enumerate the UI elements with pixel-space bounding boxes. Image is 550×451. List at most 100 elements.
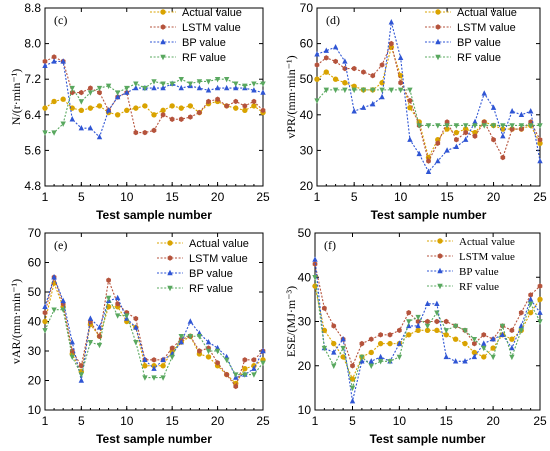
data-point-bp	[481, 340, 487, 346]
data-point-lstm	[106, 277, 111, 283]
x-tick-label: 20	[486, 414, 500, 428]
x-tick-label: 10	[393, 414, 407, 428]
data-point-lstm	[444, 119, 450, 125]
y-tick-label: 60	[28, 256, 42, 270]
y-tick-label: 50	[298, 226, 312, 240]
data-point-lstm	[251, 357, 257, 363]
data-point-lstm	[454, 137, 459, 143]
data-point-bp	[223, 84, 230, 91]
data-point-actual	[351, 83, 357, 90]
data-point-bp	[323, 47, 329, 53]
data-point-rf	[397, 87, 404, 94]
legend-marker-rf	[437, 283, 443, 290]
data-point-rf	[527, 301, 534, 307]
data-point-actual	[160, 107, 166, 114]
data-point-rf	[490, 354, 496, 361]
x-axis-label: Test sample number	[96, 432, 212, 446]
data-point-bp	[349, 397, 356, 404]
data-point-lstm	[426, 158, 431, 164]
data-point-rf	[69, 85, 75, 92]
data-point-rf	[388, 87, 395, 94]
data-point-rf	[233, 81, 239, 87]
data-point-rf	[424, 323, 431, 330]
data-point-lstm	[206, 98, 211, 105]
data-point-lstm	[509, 126, 515, 132]
legend-label-bp: BP value	[182, 37, 226, 49]
data-point-lstm	[509, 327, 515, 334]
data-point-lstm	[389, 40, 394, 47]
data-point-actual	[124, 107, 130, 114]
panel-tag: (f)	[324, 238, 336, 252]
data-point-rf	[434, 310, 440, 316]
x-tick-label: 25	[533, 190, 547, 204]
data-point-actual	[178, 105, 184, 111]
data-point-lstm	[88, 85, 93, 91]
legend-label-rf: RF value	[182, 52, 226, 64]
data-point-lstm	[519, 126, 524, 132]
legend-label-lstm: LSTM value	[457, 22, 516, 34]
data-point-lstm	[518, 309, 524, 316]
legend-label-lstm: LSTM value	[459, 251, 515, 263]
y-tick-label: 50	[28, 285, 42, 299]
data-point-actual	[500, 126, 506, 132]
data-point-actual	[69, 105, 75, 111]
x-tick-label: 15	[165, 414, 179, 428]
data-point-actual	[133, 105, 139, 111]
data-point-bp	[509, 108, 515, 114]
data-point-lstm	[528, 292, 533, 298]
y-axis-label: vPR/(mm·min⁻¹)	[284, 55, 298, 138]
data-point-rf	[462, 123, 469, 129]
legend-marker-rf	[435, 54, 441, 61]
y-tick-label: 40	[300, 108, 314, 122]
data-point-rf	[481, 345, 487, 352]
data-point-rf	[425, 123, 432, 129]
data-point-rf	[443, 328, 449, 334]
series-line-bp	[316, 22, 541, 173]
data-point-rf	[169, 354, 175, 361]
data-point-bp	[444, 147, 450, 153]
y-tick-label: 8.8	[24, 1, 41, 15]
legend-label-rf: RF value	[457, 52, 501, 64]
data-point-rf	[379, 87, 385, 94]
data-point-bp	[340, 336, 346, 342]
data-point-rf	[151, 375, 157, 381]
series-line-lstm	[316, 41, 541, 163]
y-tick-label: 10	[298, 403, 312, 417]
data-point-actual	[434, 327, 440, 334]
data-point-actual	[142, 363, 148, 369]
series-line-rf	[316, 89, 540, 127]
data-point-rf	[377, 359, 384, 365]
x-tick-label: 25	[256, 414, 270, 428]
data-point-actual	[368, 349, 374, 356]
x-tick-label: 10	[120, 190, 134, 204]
legend-label-actual: Actual value	[457, 7, 517, 19]
data-point-rf	[312, 275, 318, 281]
x-tick-label: 10	[120, 414, 134, 428]
data-point-actual	[96, 103, 103, 109]
y-tick-label: 30	[28, 344, 42, 358]
data-point-rf	[105, 295, 112, 302]
data-point-rf	[223, 77, 230, 83]
data-point-bp	[407, 136, 413, 142]
data-point-lstm	[142, 129, 148, 136]
data-point-rf	[462, 328, 468, 334]
data-point-lstm	[151, 357, 157, 363]
legend-marker-actual	[160, 9, 166, 15]
data-point-lstm	[188, 114, 193, 120]
data-point-actual	[471, 349, 478, 356]
data-point-actual	[169, 103, 175, 109]
data-point-rf	[435, 123, 441, 129]
data-point-lstm	[528, 119, 534, 125]
legend-marker-bp	[435, 38, 441, 45]
data-point-actual	[114, 112, 121, 118]
data-point-rf	[124, 85, 130, 92]
legend: Actual value LSTM value BP value RF value	[425, 7, 517, 64]
data-point-bp	[471, 353, 478, 360]
y-axis-label: ESE/(MJ·m⁻³)	[284, 286, 298, 357]
x-tick-label: 5	[78, 190, 85, 204]
x-tick-label: 15	[440, 190, 454, 204]
data-point-bp	[87, 315, 94, 321]
data-point-actual	[233, 105, 239, 111]
legend-label-actual: Actual value	[182, 7, 242, 19]
data-point-lstm	[242, 357, 248, 363]
